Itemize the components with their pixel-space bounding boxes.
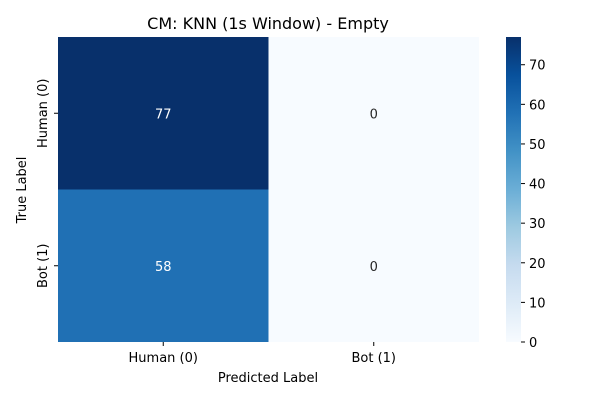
heatmap-cell-r0-c0 bbox=[58, 37, 269, 190]
heatmap-cell-r1-c1 bbox=[268, 189, 479, 342]
cell-value-r0-c1: 0 bbox=[370, 107, 378, 122]
x-tick-label: Human (0) bbox=[129, 351, 198, 366]
y-tick-label: Human (0) bbox=[36, 79, 51, 148]
colorbar-tick-label: 50 bbox=[529, 138, 546, 153]
cell-value-r0-c0: 77 bbox=[155, 107, 172, 122]
heatmap-cells bbox=[58, 37, 479, 342]
y-axis-ticks: Human (0) Bot (1) bbox=[36, 79, 58, 288]
colorbar-tick-label: 40 bbox=[529, 178, 546, 193]
x-axis-ticks: Human (0) Bot (1) bbox=[129, 342, 396, 366]
cell-value-r1-c0: 58 bbox=[155, 260, 172, 275]
x-axis-label: Predicted Label bbox=[218, 371, 318, 386]
colorbar bbox=[506, 37, 521, 342]
heatmap-cell-labels: 77 0 58 0 bbox=[155, 107, 378, 275]
heatmap-cell-r0-c1 bbox=[268, 37, 479, 190]
colorbar-ticks: 0 10 20 30 40 50 60 70 bbox=[521, 59, 546, 351]
colorbar-tick-label: 10 bbox=[529, 296, 546, 311]
colorbar-tick-label: 20 bbox=[529, 257, 546, 272]
y-axis-label: True Label bbox=[15, 157, 30, 225]
x-tick-label: Bot (1) bbox=[351, 351, 396, 366]
colorbar-tick-label: 0 bbox=[529, 336, 537, 351]
colorbar-tick-label: 30 bbox=[529, 217, 546, 232]
colorbar-tick-label: 70 bbox=[529, 59, 546, 74]
chart-title: CM: KNN (1s Window) - Empty bbox=[147, 14, 389, 33]
heatmap-cell-r1-c0 bbox=[58, 189, 269, 342]
y-tick-label: Bot (1) bbox=[36, 243, 51, 288]
cell-value-r1-c1: 0 bbox=[370, 260, 378, 275]
colorbar-tick-label: 60 bbox=[529, 98, 546, 113]
